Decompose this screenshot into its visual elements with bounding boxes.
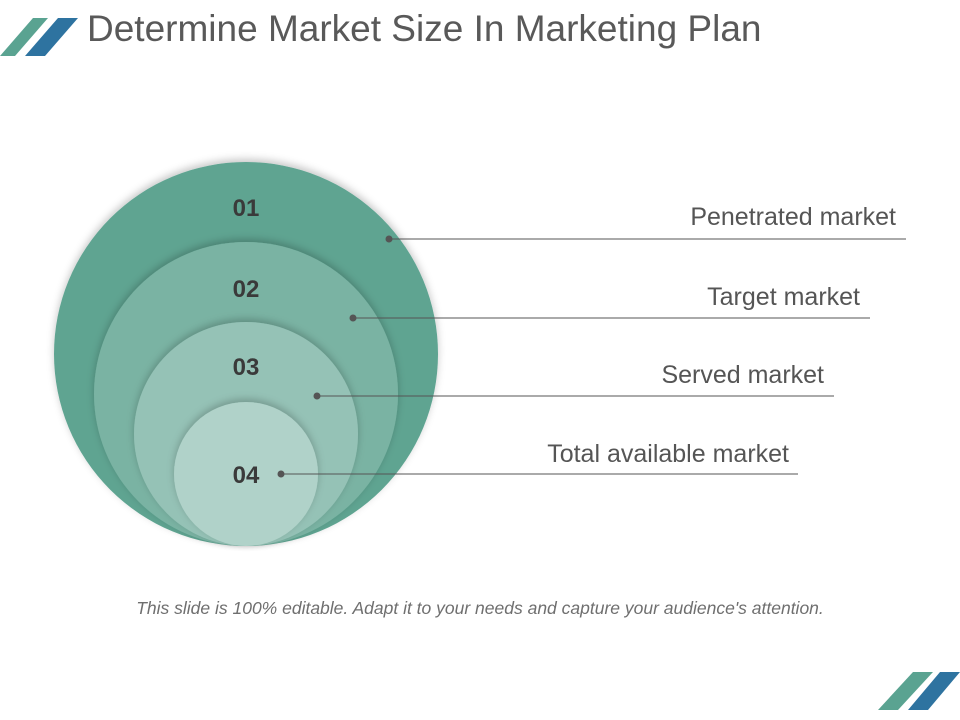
circle-number-02: 02 — [233, 276, 260, 303]
leader-line-04 — [277, 470, 798, 478]
leader-dot-04 — [277, 470, 285, 478]
leader-line-01 — [385, 235, 906, 243]
blue-parallelogram — [25, 18, 78, 56]
leader-line-02 — [349, 314, 870, 322]
top-left-decoration — [0, 18, 78, 56]
label-target-market: Target market — [707, 283, 860, 311]
label-total-available-market: Total available market — [547, 440, 789, 468]
leader-dot-02 — [349, 314, 357, 322]
leader-dot-03 — [313, 392, 321, 400]
teal-parallelogram — [878, 672, 933, 710]
blue-parallelogram — [908, 672, 960, 710]
circle-number-04: 04 — [233, 462, 260, 489]
leader-line-03 — [313, 392, 834, 400]
teal-parallelogram — [0, 18, 48, 56]
slide-title: Determine Market Size In Marketing Plan — [87, 8, 762, 49]
leader-dot-01 — [385, 235, 393, 243]
label-penetrated-market: Penetrated market — [690, 203, 896, 231]
bottom-right-decoration — [878, 672, 960, 710]
circle-04 — [174, 402, 318, 546]
footer-note: This slide is 100% editable. Adapt it to… — [136, 598, 824, 618]
label-served-market: Served market — [661, 361, 824, 389]
circle-number-01: 01 — [233, 195, 260, 222]
circle-number-03: 03 — [233, 354, 260, 381]
